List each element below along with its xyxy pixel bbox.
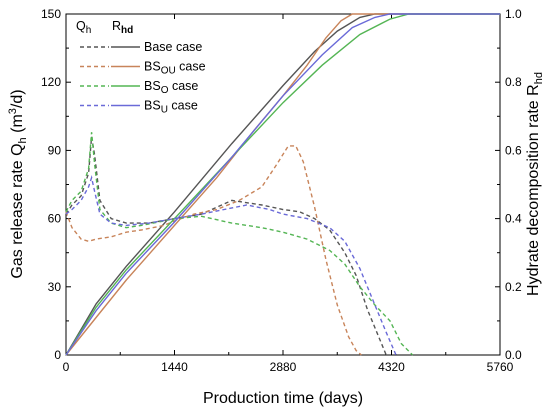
- y-axis-left-title: Gas release rate Qh (m3/d): [7, 89, 29, 278]
- y-left-title-sub: h: [17, 137, 29, 143]
- legend-label: BSOU case: [144, 60, 206, 77]
- series-bs-u-decomposition-line: [65, 13, 500, 356]
- y-right-tick-label: 0.0: [505, 348, 522, 362]
- series-layer: [65, 13, 500, 356]
- x-axis-title: Production time (days): [203, 390, 363, 407]
- ticks-layer: 0 1440 2880 4320 5760 0 30 60 90 120 150 0.0 0.2 0.4 0…: [41, 7, 522, 374]
- y-left-title-paren: (m: [9, 114, 26, 137]
- legend: Qh Rhd Base case BSOU case BSO case BSU case: [76, 19, 206, 116]
- y-left-tick-label: 120: [41, 75, 61, 89]
- series-bs-u-gas-release-line: [65, 175, 397, 356]
- x-tick-label: 1440: [161, 360, 188, 374]
- y-axis-right-title: Hydrate decomposition rate Rhd: [525, 72, 545, 296]
- y-left-tick-label: 90: [48, 143, 62, 157]
- y-right-tick-label: 1.0: [505, 7, 522, 21]
- series-base-gas-release-line: [65, 136, 387, 356]
- series-bs-o-decomposition-line: [65, 13, 500, 356]
- x-tick-label: 0: [63, 360, 70, 374]
- y-left-tick-label: 30: [48, 280, 62, 294]
- y-left-title-main: Gas release rate Q: [9, 143, 26, 278]
- y-right-title-sub: hd: [533, 72, 545, 84]
- y-right-title-main: Hydrate decomposition rate R: [525, 84, 542, 296]
- series-base-decomposition-line: [65, 13, 500, 356]
- y-left-title-end: /d): [9, 89, 26, 108]
- legend-label: BSO case: [144, 79, 198, 96]
- y-right-tick-label: 0.4: [505, 212, 522, 226]
- y-left-tick-label: 150: [41, 7, 61, 21]
- x-tick-label: 5760: [487, 360, 514, 374]
- y-right-tick-label: 0.6: [505, 143, 522, 157]
- y-left-title-sup: 3: [7, 108, 19, 114]
- y-right-tick-label: 0.2: [505, 280, 522, 294]
- legend-header-r: Rhd: [112, 19, 133, 36]
- series-bs-o-gas-release-line: [65, 132, 414, 356]
- legend-label: BSU case: [144, 99, 198, 116]
- y-right-tick-label: 0.8: [505, 75, 522, 89]
- legend-header-q: Qh: [76, 19, 91, 36]
- series-bs-ou-gas-release-line: [65, 145, 362, 356]
- x-tick-label: 4320: [378, 360, 405, 374]
- y-left-tick-label: 0: [54, 348, 61, 362]
- legend-label: Base case: [144, 40, 202, 54]
- x-tick-label: 2880: [270, 360, 297, 374]
- y-left-tick-label: 60: [48, 212, 62, 226]
